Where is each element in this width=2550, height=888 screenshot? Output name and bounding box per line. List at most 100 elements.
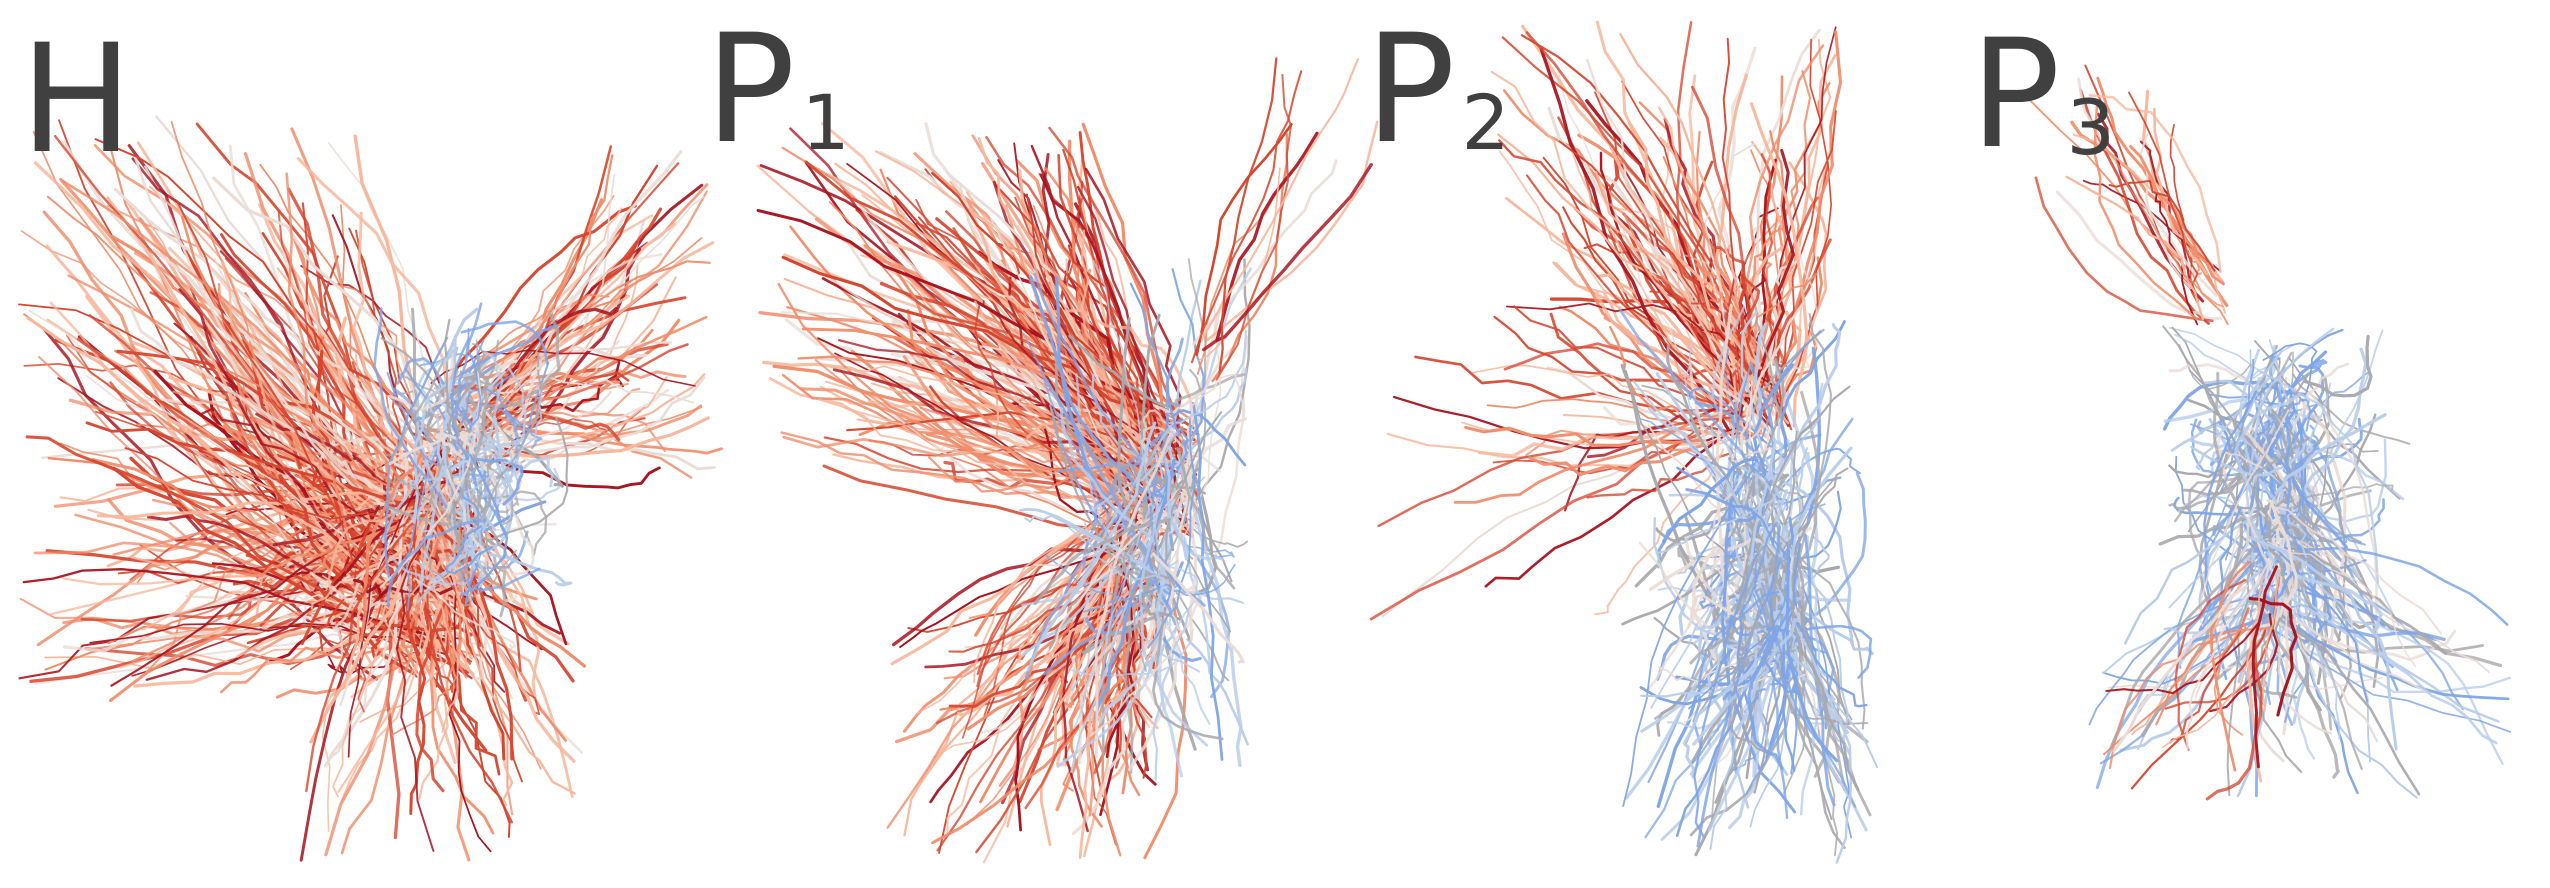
fiber-streamline [1696,557,1783,848]
fiber-streamline [170,120,364,613]
fiber-streamline [1539,47,1733,436]
fiber-streamline [470,542,570,646]
fiber-streamline [2103,623,2247,756]
fiber-streamline [25,435,399,638]
fiber-streamline [1190,70,1303,364]
fiber-streamline [1176,447,1236,590]
panel-label-p3-main: P [1970,8,2061,182]
panel-label-p3-sub: 3 [2066,83,2115,172]
fiber-streamline [2261,364,2325,482]
fiber-streamline [1682,669,1755,779]
panel-label-p1: P1 [705,15,850,165]
fiber-streamline [2288,617,2430,695]
fiber-streamline [1766,539,1849,743]
fiber-streamline [977,136,1132,437]
fiber-streamline [1714,73,1748,441]
fiber-streamline [2286,358,2328,394]
fiber-streamline [340,464,436,855]
fiber-streamline [2123,516,2253,645]
fiber-streamline [1594,171,1790,425]
fiber-streamline [1745,582,1787,795]
fiber-streamline [2139,140,2192,289]
fiber-streamline [804,160,1195,430]
fiber-streamline [499,150,683,450]
fiber-streamline [1498,139,1731,372]
fiber-streamline [2226,561,2255,797]
fiber-streamline [460,451,509,597]
fiber-streamline [199,407,398,539]
fiber-streamline [1621,540,1763,626]
fiber-streamline [446,365,490,521]
fiber-streamline [359,447,425,643]
fiber-streamline [1472,364,1705,433]
fiber-streamline [450,302,483,445]
fiber-streamline [1721,498,1797,814]
fiber-streamline [1779,591,1868,708]
fiber-streamline [1169,297,1222,564]
fiber-streamline [434,427,466,460]
fiber-bundle-p3 [2024,64,2512,801]
fiber-streamline [1752,363,1795,477]
fiber-streamline [1484,427,1735,588]
fiber-streamline [1218,57,1278,374]
fiber-streamline [329,470,456,697]
fiber-streamline [1525,174,1736,413]
fiber-streamline [1192,402,1224,761]
fiber-streamline [2128,91,2199,293]
fiber-streamline [2274,413,2387,495]
fiber-streamline [460,456,524,506]
fiber-streamline [919,406,1144,464]
fiber-streamline [1709,671,1766,851]
fiber-streamline [1067,244,1177,522]
fiber-streamline [2108,179,2216,272]
fiber-streamline [1155,531,1184,778]
fiber-streamline [1747,624,1784,770]
fiber-streamline [1138,502,1209,747]
fiber-streamline [492,387,641,418]
fiber-streamline [2034,176,2214,323]
fiber-streamline [1549,312,1728,383]
fiber-streamline [492,457,661,490]
fiber-streamline [1089,614,1183,737]
fiber-streamline [2301,401,2347,672]
fiber-streamline [439,566,541,716]
fiber-streamline [2246,517,2317,677]
fiber-streamline [2274,398,2312,432]
fiber-streamline [2248,535,2398,751]
fiber-streamline [829,365,1159,481]
fiber-streamline [2234,392,2302,493]
fiber-streamline [931,172,1158,434]
fiber-streamline [209,374,362,678]
fiber-streamline [1685,451,1789,511]
fiber-streamline [62,601,365,653]
fiber-streamline [335,484,439,662]
fiber-streamline [1736,272,1818,395]
panel-p1: P1 [690,0,1390,888]
fiber-streamline [982,300,1148,438]
fiber-streamline [388,531,476,587]
fiber-streamline [138,217,443,543]
fiber-streamline [433,387,703,436]
fiber-streamline [1619,309,1772,486]
fiber-streamline [395,524,435,852]
fiber-streamline [479,312,561,417]
fiber-streamline [2270,505,2442,635]
fiber-streamline [2260,581,2498,745]
fiber-streamline [2242,427,2299,508]
fiber-streamline [448,582,492,853]
fiber-streamline [486,416,569,543]
fiber-streamline [1655,634,1774,681]
fiber-streamline [1195,122,1293,357]
fiber-streamline [1004,204,1130,535]
fiber-streamline [2169,607,2250,744]
fiber-streamline [133,584,449,688]
fiber-streamline [2308,391,2379,658]
fiber-streamline [2173,351,2293,523]
fiber-streamline [235,287,436,457]
fiber-streamline [1171,409,1247,467]
fiber-streamline [129,307,385,494]
fiber-streamline [305,510,431,793]
fiber-streamline [2257,597,2510,701]
fiber-streamline [476,513,485,589]
fiber-streamline [1657,106,1786,420]
